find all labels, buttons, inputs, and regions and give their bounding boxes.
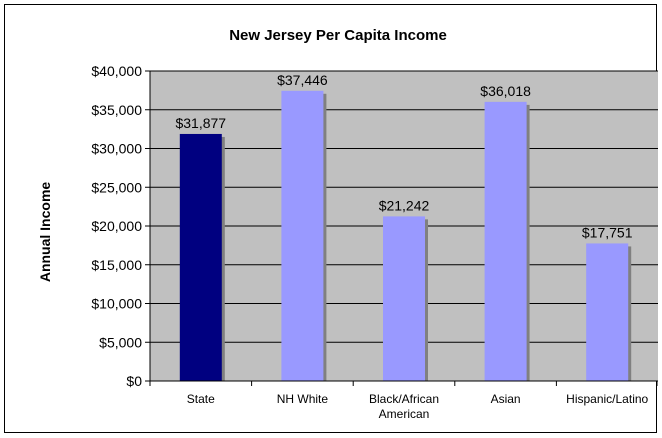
x-tick-label: State [187,392,215,406]
bars [179,90,632,381]
y-tick-label: $35,000 [91,102,142,118]
data-labels: $31,877 $37,446 $21,242 $36,018 $17,751 [175,72,632,241]
x-tick-label: Asian [491,392,521,406]
y-tick-label: $15,000 [91,257,142,273]
bar [281,90,324,381]
y-tick-label: $20,000 [91,218,142,234]
x-tick-label: NH White [277,392,329,406]
chart-title: New Jersey Per Capita Income [229,27,447,44]
x-tick-label: Hispanic/Latino [566,392,648,406]
bar [484,101,527,381]
y-tick-label: $40,000 [91,63,142,79]
y-tick-label: $10,000 [91,296,142,312]
data-label: $21,242 [379,197,430,213]
data-label: $37,446 [277,72,328,88]
x-tick-label: Black/African [369,392,439,406]
y-tick-label: $30,000 [91,141,142,157]
bar-chart: New Jersey Per Capita Income Annual Inco… [37,27,658,421]
bar [586,243,629,381]
data-label: $17,751 [582,224,633,240]
data-label: $36,018 [480,83,531,99]
bar [383,216,425,381]
y-axis-label: Annual Income [37,182,53,283]
y-tick-label: $25,000 [91,179,142,195]
y-tick-label: $0 [126,373,142,389]
x-tick-label: American [379,407,430,421]
chart-frame: New Jersey Per Capita Income Annual Inco… [4,4,658,433]
data-label: $31,877 [175,115,226,131]
y-axis-ticks: $0 $5,000 $10,000 $15,000 $20,000 $25,000 $30,… [91,63,150,389]
y-tick-label: $5,000 [99,334,142,350]
bar [179,133,222,381]
